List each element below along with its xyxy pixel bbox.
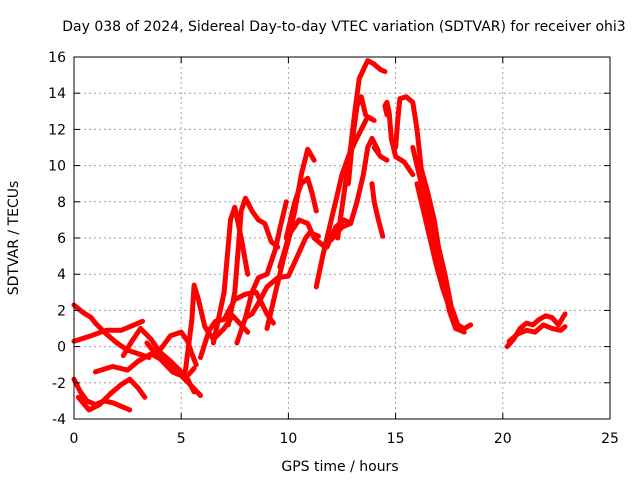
y-tick-label: 4 [57,267,66,283]
x-tick-label: 0 [70,431,79,447]
x-axis-label: GPS time / hours [281,459,398,475]
y-tick-label: 12 [48,122,66,138]
data-series-s4 [75,376,148,413]
y-tick-label: -4 [52,412,66,428]
data-series-s17 [283,175,319,241]
y-tick-label: 14 [48,86,66,102]
x-tick-label: 5 [177,431,186,447]
data-series-s24 [371,145,390,163]
data-series-s23 [369,181,386,239]
y-tick-label: 16 [48,50,66,66]
y-tick-label: 10 [48,159,66,175]
data-series-s22 [382,99,416,178]
data-series-s12 [225,195,281,328]
y-axis-label: SDTVAR / TECUs [6,181,22,296]
data-series-s11 [210,204,251,346]
axis-ticks: 0 5 10 15 20 25 -4 -2 0 2 4 6 8 10 12 14 16 [48,50,619,447]
data-series-s2 [71,302,152,360]
x-tick-label: 10 [279,431,297,447]
series-layer [71,58,568,413]
data-series-s21 [345,94,369,187]
y-tick-label: 8 [57,195,66,211]
data-series-s7 [144,340,203,398]
x-tick-label: 15 [387,431,405,447]
data-series-s8 [157,329,199,368]
data-series-s1 [71,318,146,344]
y-tick-label: 2 [57,303,66,319]
data-series-s29 [506,322,568,344]
data-series-s18 [313,114,377,290]
data-series-s25 [393,94,474,331]
x-tick-label: 25 [601,431,619,447]
chart-title: Day 038 of 2024, Sidereal Day-to-day VTE… [62,19,625,35]
data-series-s27 [414,181,459,324]
grid-lines [74,57,610,419]
data-series-s13 [234,199,289,346]
x-tick-label: 20 [494,431,512,447]
y-tick-label: 6 [57,231,66,247]
data-series-s10 [198,289,276,360]
y-tick-label: 0 [57,340,66,356]
y-tick-label: -2 [52,376,66,392]
data-series-s14 [243,230,321,321]
